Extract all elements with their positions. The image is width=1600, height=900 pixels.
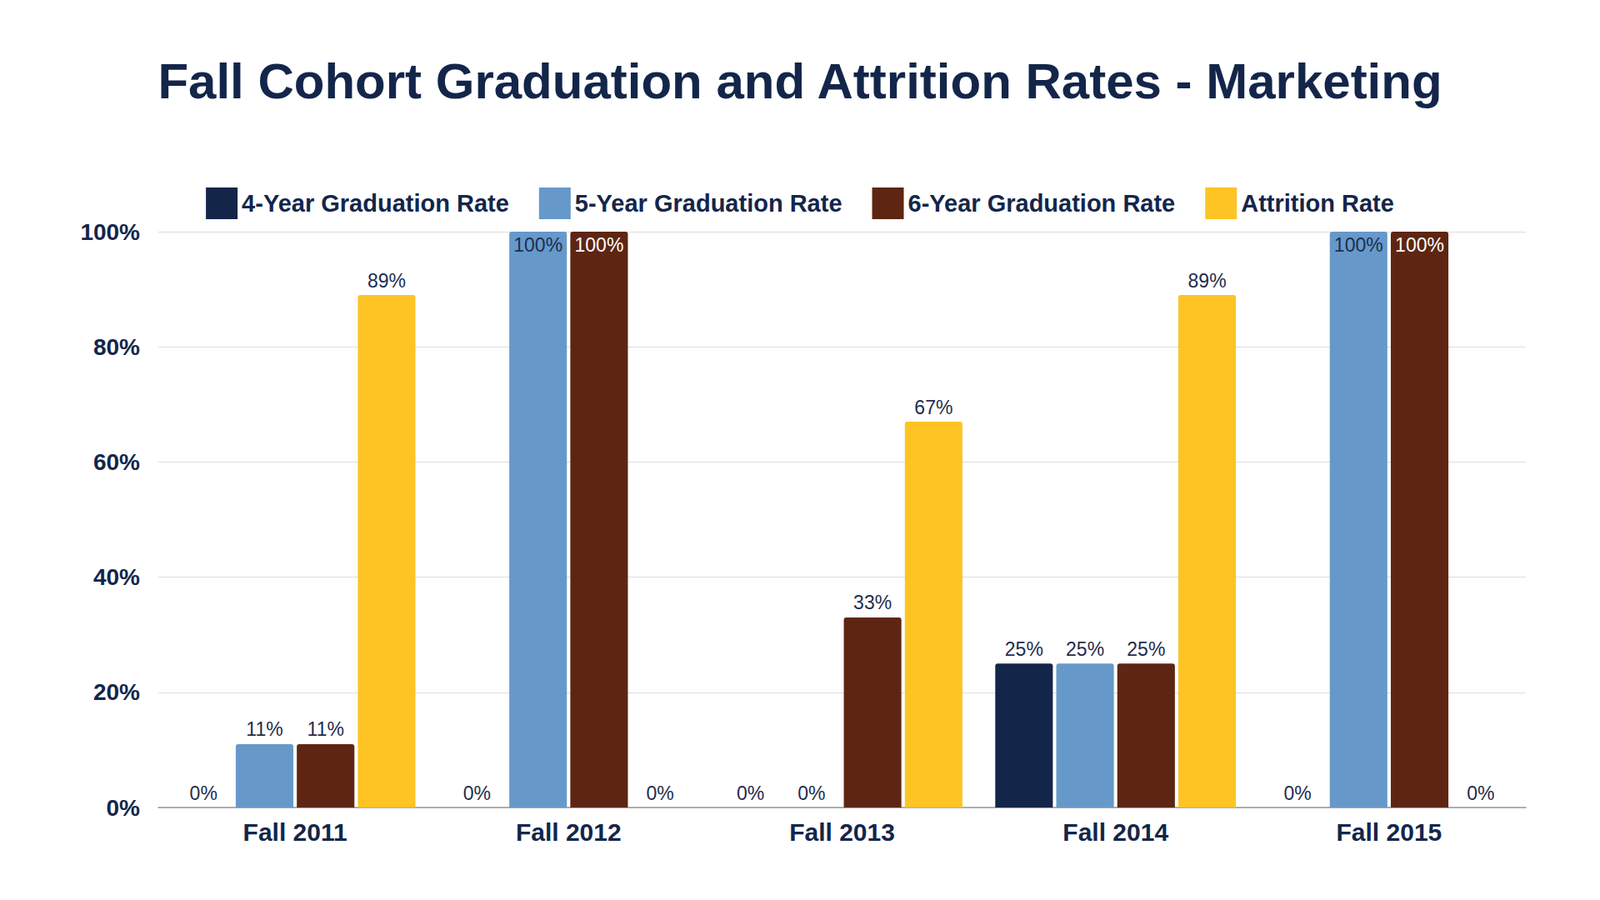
svg-text:Attrition Rate: Attrition Rate <box>1240 190 1395 217</box>
svg-text:0%: 0% <box>736 782 765 805</box>
svg-text:0%: 0% <box>646 782 675 805</box>
svg-text:0%: 0% <box>797 782 825 805</box>
svg-text:Fall 2011: Fall 2011 <box>243 818 348 846</box>
svg-text:Fall 2013: Fall 2013 <box>789 818 895 846</box>
svg-text:100%: 100% <box>1395 234 1445 256</box>
svg-text:89%: 89% <box>1188 270 1227 292</box>
svg-text:67%: 67% <box>914 396 953 419</box>
svg-text:0%: 0% <box>190 782 218 805</box>
svg-text:80%: 80% <box>93 334 140 360</box>
svg-text:33%: 33% <box>853 591 892 614</box>
svg-text:0%: 0% <box>1283 782 1311 805</box>
svg-text:25%: 25% <box>1126 638 1165 660</box>
svg-text:5-Year Graduation Rate: 5-Year Graduation Rate <box>575 190 843 217</box>
svg-text:100%: 100% <box>575 234 625 256</box>
svg-text:25%: 25% <box>1005 638 1044 660</box>
svg-text:20%: 20% <box>93 679 140 705</box>
svg-text:40%: 40% <box>93 564 140 590</box>
svg-text:0%: 0% <box>106 795 141 821</box>
svg-text:Fall 2014: Fall 2014 <box>1062 818 1169 846</box>
svg-text:0%: 0% <box>1466 782 1495 805</box>
svg-text:100%: 100% <box>80 219 140 245</box>
svg-text:100%: 100% <box>1334 234 1384 256</box>
svg-text:Fall 2012: Fall 2012 <box>515 818 622 846</box>
svg-text:25%: 25% <box>1065 638 1105 660</box>
svg-text:89%: 89% <box>367 270 406 292</box>
svg-text:0%: 0% <box>463 782 491 805</box>
svg-text:Fall Cohort Graduation and Att: Fall Cohort Graduation and Attrition Rat… <box>157 53 1442 110</box>
svg-text:6-Year Graduation Rate: 6-Year Graduation Rate <box>908 190 1176 217</box>
svg-text:11%: 11% <box>307 718 345 740</box>
svg-text:4-Year Graduation Rate: 4-Year Graduation Rate <box>241 190 510 217</box>
svg-text:100%: 100% <box>513 234 563 256</box>
svg-text:11%: 11% <box>245 718 283 740</box>
svg-text:60%: 60% <box>93 449 140 475</box>
svg-text:Fall 2015: Fall 2015 <box>1336 818 1443 846</box>
